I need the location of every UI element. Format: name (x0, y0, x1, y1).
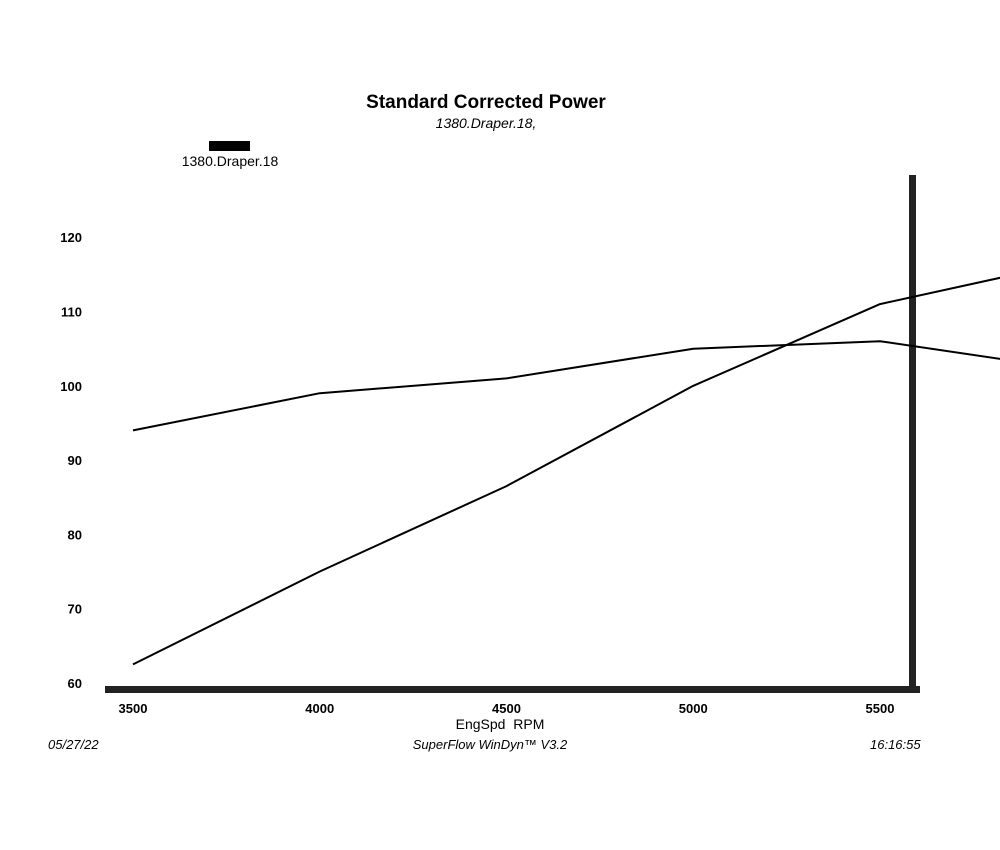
y-tick-label: 90 (68, 453, 82, 468)
x-tick-label: 5500 (866, 701, 895, 716)
x-tick-label: 5000 (679, 701, 708, 716)
y-tick-label: 120 (60, 230, 82, 245)
y-tick-label: 70 (68, 602, 82, 617)
y-tick-label: 60 (68, 676, 82, 691)
legend-swatch (209, 141, 250, 151)
footer-date: 05/27/22 (48, 737, 99, 752)
footer-software: SuperFlow WinDyn™ V3.2 (412, 737, 568, 752)
x-tick-label: 4500 (492, 701, 521, 716)
chart-subtitle: 1380.Draper.18, (435, 115, 537, 131)
chart-title: Standard Corrected Power (366, 92, 606, 113)
series-line-torque (132, 340, 1000, 432)
x-axis-line (105, 686, 920, 693)
x-tick-label: 3500 (119, 701, 148, 716)
footer-time: 16:16:55 (870, 737, 921, 752)
y-tick-label: 110 (61, 305, 82, 320)
right-axis-line (909, 175, 916, 693)
x-axis-label: EngSpd RPM (456, 716, 545, 732)
legend-label: 1380.Draper.18 (181, 153, 279, 169)
y-tick-label: 100 (60, 379, 82, 394)
series-line-power (132, 276, 1000, 666)
y-tick-label: 80 (68, 527, 82, 542)
x-tick-label: 4000 (305, 701, 334, 716)
